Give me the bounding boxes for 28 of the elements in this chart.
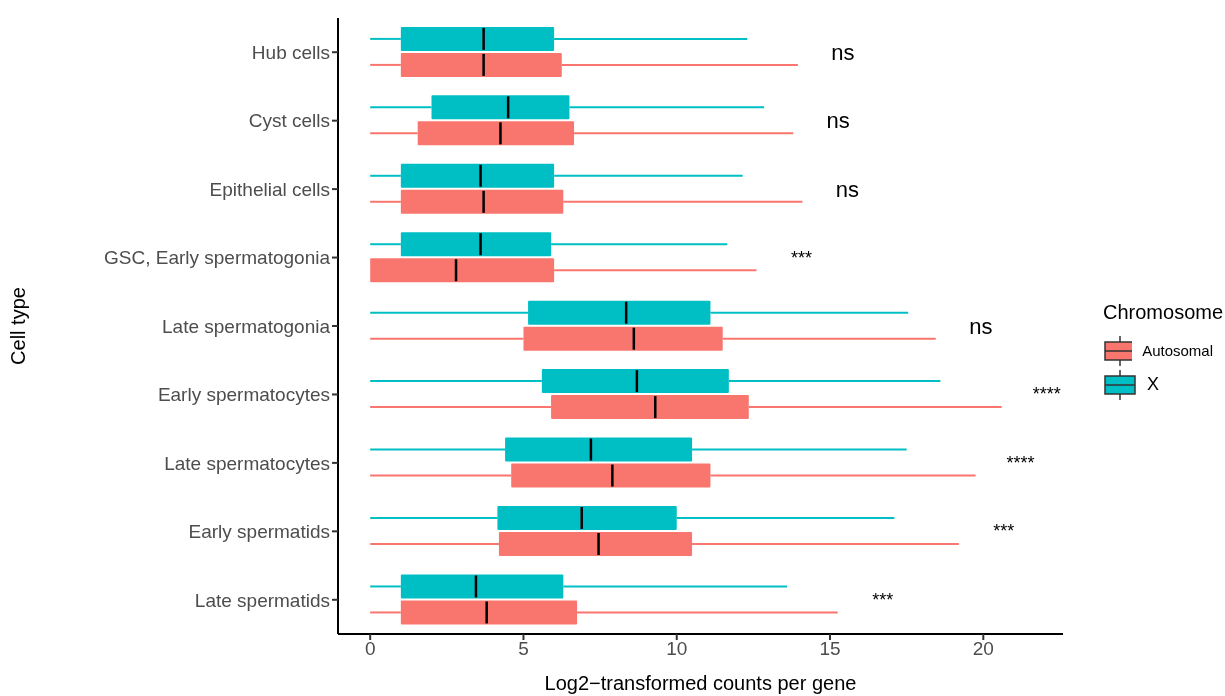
y-tick-label: Early spermatids: [188, 521, 330, 543]
x-tick-label: 5: [518, 638, 529, 660]
y-tick-label: Late spermatocytes: [164, 452, 330, 474]
annotation: ***: [872, 589, 894, 610]
legend-title: Chromosome: [1103, 300, 1224, 324]
x-tick-label: 15: [819, 638, 841, 660]
y-tick-label: Late spermatogonia: [162, 315, 331, 337]
y-tick-label: Late spermatids: [194, 589, 330, 611]
annotation: ns: [826, 108, 850, 134]
y-tick-label: Cyst cells: [248, 110, 330, 132]
x-axis-title: Log2−transformed counts per gene: [544, 672, 857, 694]
legend-label: X: [1147, 374, 1160, 395]
annotation: ns: [835, 176, 860, 202]
y-tick-label: Early spermatocytes: [157, 384, 330, 406]
annotation: ***: [993, 521, 1015, 542]
x-tick-label: 20: [972, 638, 994, 660]
annotation: ****: [1032, 384, 1061, 405]
annotation: ***: [790, 247, 812, 268]
x-tick-label: 10: [666, 638, 688, 660]
y-axis-title: Cell type: [7, 287, 30, 365]
y-tick-label: GSC, Early spermatogonia: [104, 247, 331, 269]
annotation: ns: [969, 313, 993, 339]
y-tick-label: Hub cells: [251, 41, 330, 63]
annotation: ns: [831, 39, 855, 65]
x-tick-label: 0: [364, 638, 376, 660]
legend-label: Autosomal: [1142, 342, 1213, 359]
y-tick-label: Epithelial cells: [209, 178, 330, 200]
annotation: ****: [1006, 452, 1035, 473]
